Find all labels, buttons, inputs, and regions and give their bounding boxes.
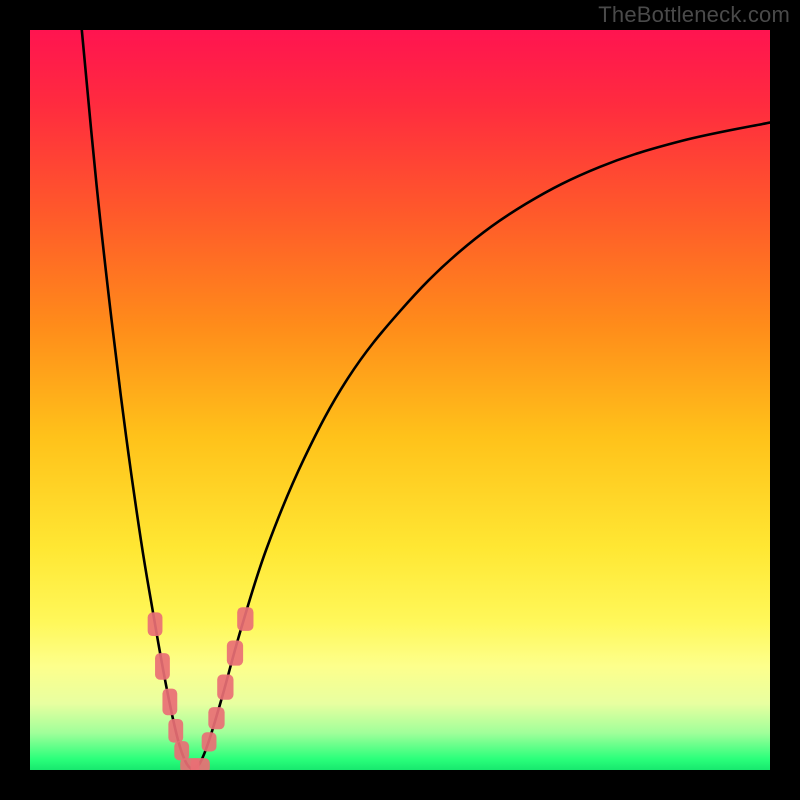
data-marker: [162, 689, 177, 716]
data-marker: [208, 707, 224, 729]
gradient-background: [30, 30, 770, 770]
chart-frame: TheBottleneck.com: [0, 0, 800, 800]
data-marker: [237, 607, 253, 631]
chart-svg: [0, 0, 800, 800]
data-marker: [174, 741, 189, 760]
data-marker: [202, 732, 217, 751]
data-marker: [155, 653, 170, 680]
data-marker: [148, 612, 163, 636]
data-marker: [168, 719, 183, 743]
data-marker: [227, 641, 243, 666]
data-marker: [217, 675, 233, 700]
data-marker: [191, 758, 210, 773]
